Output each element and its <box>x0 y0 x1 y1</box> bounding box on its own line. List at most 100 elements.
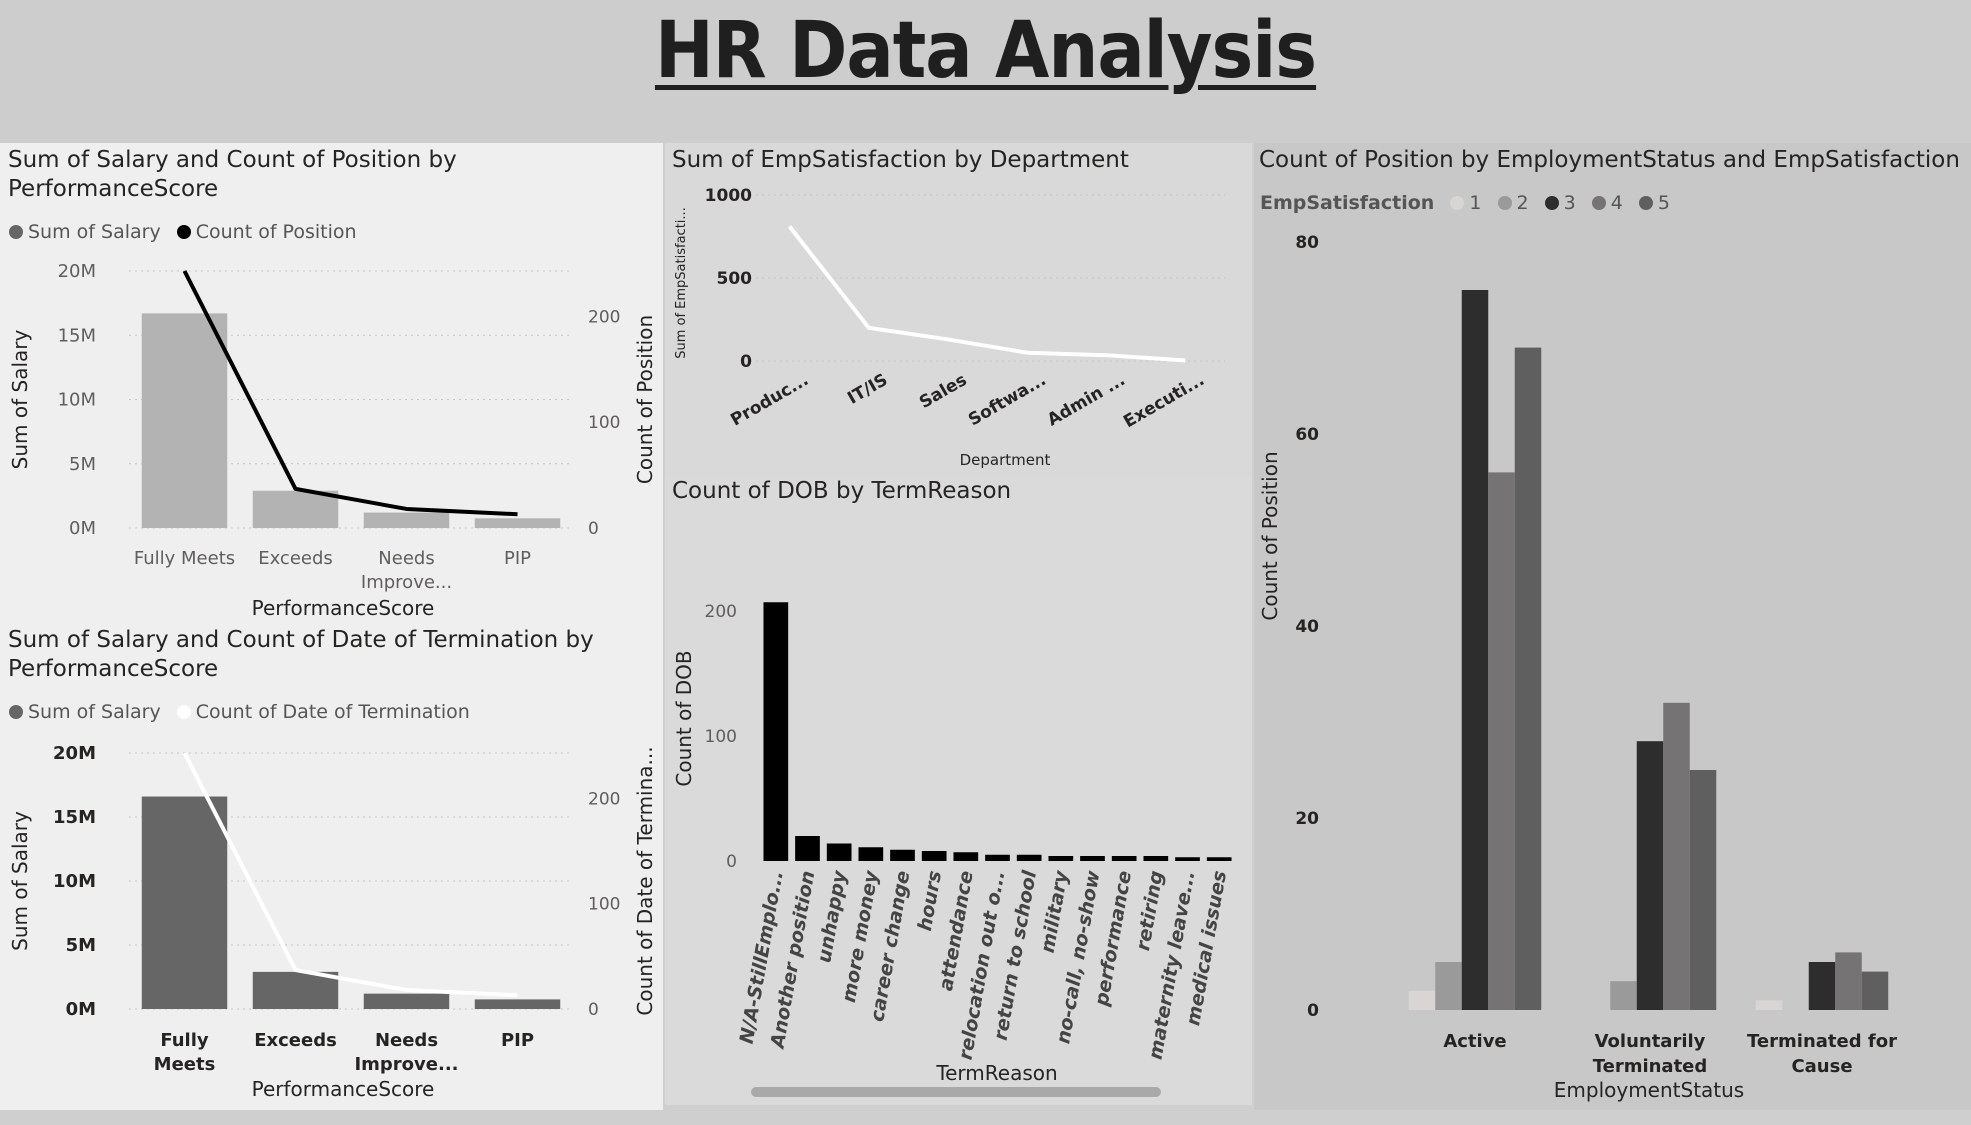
y-axis-title: Sum of Salary <box>8 811 32 951</box>
bar-voluntarily-terminated-sat-2 <box>1610 981 1637 1010</box>
x-tick-label: Voluntarily <box>1595 1031 1706 1052</box>
x-tick-label: Needs <box>378 548 434 569</box>
y-tick-label: 200 <box>705 602 737 622</box>
legend-dot <box>9 225 23 239</box>
y-tick-label: 80 <box>1295 233 1319 253</box>
x-tick-label: IT/IS <box>844 370 891 409</box>
legend-dot <box>176 225 191 239</box>
chart-plot-area: 0 500 1000 Produc... IT/IS SalesSoftwa...Admi… <box>674 186 1225 469</box>
panel-title: Count of Position by EmploymentStatus an… <box>1259 147 1960 173</box>
y2-tick-label: 200 <box>588 307 620 327</box>
y-tick-label: 0 <box>726 852 737 872</box>
bar-no-call-no-show <box>1080 856 1105 861</box>
legend-item-count-of-date-of-termination[interactable]: Count of Date of Termination <box>176 701 470 723</box>
bar-active-sat-1 <box>1408 990 1436 1010</box>
y-tick-label: 1000 <box>705 186 752 206</box>
y-tick-label: 10M <box>58 390 96 411</box>
chart-plot-area: 0M 5M 10M 15M 20M 0 100 200 Fully Meets Exceeds Nee… <box>8 743 657 1101</box>
chart-legend: Sum of Salary Count of Position <box>9 221 367 243</box>
y-tick-label: 40 <box>1295 617 1319 637</box>
bar-active-sat-3 <box>1461 290 1489 1010</box>
bar-voluntarily-terminated-sat-4 <box>1663 702 1690 1010</box>
bar-relocation-out-o <box>985 854 1010 861</box>
y2-axis-title: Count of Date of Termina... <box>633 746 657 1015</box>
bar-voluntarily-terminated-sat-3 <box>1636 741 1664 1010</box>
legend-item-3[interactable]: 3 <box>1544 192 1576 214</box>
y-tick-label: 15M <box>53 807 96 828</box>
bar-terminated-for-cause-sat-3 <box>1808 962 1836 1010</box>
legend-item-5[interactable]: 5 <box>1638 192 1670 214</box>
y-tick-label: 20 <box>1295 809 1319 829</box>
x-axis-title: PerformanceScore <box>252 596 435 620</box>
y2-tick-label: 0 <box>588 519 599 539</box>
x-tick-label: PIP <box>501 1030 534 1051</box>
panel-title: Sum of Salary and Count of Position by P… <box>8 147 457 202</box>
x-tick-label: Terminated for <box>1747 1031 1897 1052</box>
x-tick-label: Terminated <box>1593 1056 1708 1077</box>
y-tick-label: 100 <box>705 727 737 747</box>
y-tick-label: 0 <box>1307 1001 1319 1021</box>
y-axis-title: Count of Position <box>1258 451 1282 620</box>
bar-career-change <box>890 849 915 861</box>
bar-hours <box>921 851 947 861</box>
bar-voluntarily-terminated-sat-5 <box>1689 770 1717 1010</box>
bar-exceeds <box>252 490 339 528</box>
y2-tick-label: 200 <box>588 789 620 809</box>
legend-dot <box>9 705 23 719</box>
horizontal-scrollbar[interactable] <box>751 1087 1161 1097</box>
x-tick-label: Improve... <box>354 1054 458 1075</box>
x-tick-label: Exceeds <box>258 548 333 569</box>
x-tick-label: Produc... <box>727 370 812 430</box>
empsatisfaction-department-chart-panel[interactable]: Sum of EmpSatisfaction by Department 0 50… <box>665 143 1252 476</box>
bar-maternity-leave <box>1175 857 1200 861</box>
x-tick-label: Sales <box>916 370 970 413</box>
legend-item-4[interactable]: 4 <box>1591 192 1623 214</box>
legend-dot <box>1497 196 1512 210</box>
x-axis-title: EmploymentStatus <box>1554 1078 1744 1102</box>
x-tick-label: military <box>1037 867 1073 954</box>
legend-item-sum-of-salary[interactable]: Sum of Salary <box>9 701 167 723</box>
y-tick-label: 500 <box>717 269 753 289</box>
x-axis-title: TermReason <box>935 1061 1057 1085</box>
legend-item-1[interactable]: 1 <box>1450 192 1481 214</box>
legend-title: EmpSatisfaction <box>1260 192 1435 214</box>
bar-active-sat-4 <box>1488 472 1515 1010</box>
x-axis-title: Department <box>960 451 1051 469</box>
bar-military <box>1048 856 1074 861</box>
y-tick-label: 0M <box>69 518 96 539</box>
bar-pip <box>474 518 561 528</box>
legend-dot <box>1638 196 1653 210</box>
legend-item-count-of-position[interactable]: Count of Position <box>176 221 357 243</box>
chart-legend: EmpSatisfaction 1 2 3 4 5 <box>1260 192 1680 214</box>
x-tick-label: PIP <box>504 548 531 569</box>
legend-item-2[interactable]: 2 <box>1497 192 1529 214</box>
x-tick-label: Active <box>1443 1031 1506 1052</box>
x-tick-label: Fully Meets <box>134 548 235 569</box>
header-bar: HR Data Analysis <box>0 0 1971 143</box>
x-tick-label: Executi... <box>1120 370 1208 432</box>
line-count-of-date-of-termination <box>182 752 518 998</box>
position-employmentstatus-chart-panel[interactable]: Count of Position by EmploymentStatus an… <box>1254 143 1971 1110</box>
salary-termination-chart-panel[interactable]: Sum of Salary and Count of Date of Termi… <box>0 623 663 1110</box>
salary-position-chart-panel[interactable]: Sum of Salary and Count of Position by P… <box>0 143 663 623</box>
panel-title: Sum of Salary and Count of Date of Termi… <box>8 627 594 682</box>
x-tick-label: Meets <box>154 1054 216 1075</box>
bar-attendance <box>953 852 979 861</box>
line-count-of-position <box>182 270 518 517</box>
bar-fully-meets <box>141 796 228 1009</box>
y-tick-label: 10M <box>53 871 96 892</box>
y2-tick-label: 0 <box>588 1000 599 1020</box>
legend-dot <box>1544 196 1559 210</box>
x-tick-label: unhappy <box>813 867 851 964</box>
y-tick-label: 5M <box>66 935 96 956</box>
y-axis-title: Sum of EmpSatisfacti... <box>674 207 689 359</box>
bar-exceeds <box>252 971 339 1009</box>
legend-dot <box>1591 196 1606 210</box>
bar-more-money <box>858 847 884 861</box>
dob-termreason-chart-panel[interactable]: Count of DOB by TermReason 0 100 200 N/A-St… <box>665 476 1252 1105</box>
bar-retiring <box>1143 856 1169 861</box>
bar-pip <box>474 999 561 1009</box>
x-tick-label: Cause <box>1791 1056 1852 1077</box>
legend-item-sum-of-salary[interactable]: Sum of Salary <box>9 221 167 243</box>
